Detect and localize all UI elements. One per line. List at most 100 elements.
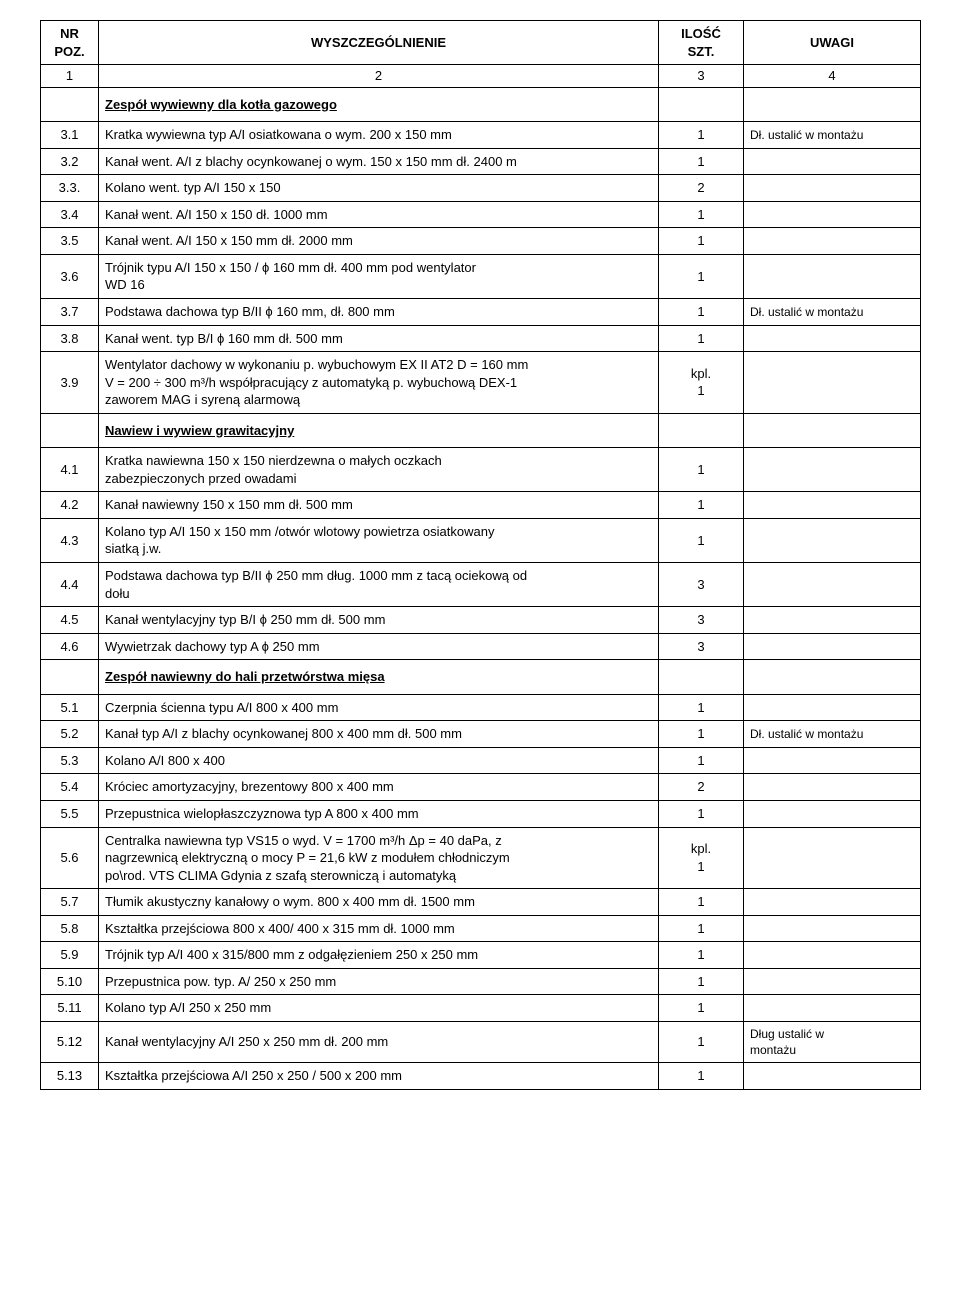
spec-table: NR POZ. WYSZCZEGÓLNIENIE ILOŚĆ SZT. UWAG… <box>40 20 921 1090</box>
cell-rem <box>744 518 921 562</box>
table-row: 4.4 Podstawa dachowa typ B/II ϕ 250 mm d… <box>41 563 921 607</box>
cell-qty: 1 <box>659 122 744 149</box>
cell-qty: 1 <box>659 800 744 827</box>
cell-nr: 3.6 <box>41 254 99 298</box>
table-row: 3.4 Kanał went. A/I 150 x 150 dł. 1000 m… <box>41 201 921 228</box>
cell-rem <box>744 325 921 352</box>
table-row: 3.3. Kolano went. typ A/I 150 x 150 2 <box>41 175 921 202</box>
section-blank <box>41 660 99 695</box>
section-row: Zespół wywiewny dla kotła gazowego <box>41 87 921 122</box>
cell-qty: 1 <box>659 228 744 255</box>
table-row: 5.10 Przepustnica pow. typ. A/ 250 x 250… <box>41 968 921 995</box>
section-blank <box>744 87 921 122</box>
cell-rem: Dł. ustalić w montażu <box>744 299 921 326</box>
table-row: 3.7 Podstawa dachowa typ B/II ϕ 160 mm, … <box>41 299 921 326</box>
cell-qty: 3 <box>659 607 744 634</box>
cell-desc: Trójnik typu A/I 150 x 150 / ϕ 160 mm dł… <box>99 254 659 298</box>
cell-desc: Trójnik typ A/I 400 x 315/800 mm z odgał… <box>99 942 659 969</box>
cell-rem <box>744 633 921 660</box>
cell-desc: Kolano A/I 800 x 400 <box>99 747 659 774</box>
cell-rem <box>744 563 921 607</box>
colnum-2: 2 <box>99 65 659 88</box>
cell-rem <box>744 774 921 801</box>
table-row: 5.7 Tłumik akustyczny kanałowy o wym. 80… <box>41 889 921 916</box>
table-row: 5.3 Kolano A/I 800 x 400 1 <box>41 747 921 774</box>
cell-rem <box>744 148 921 175</box>
table-row: 5.11 Kolano typ A/I 250 x 250 mm 1 <box>41 995 921 1022</box>
cell-desc: Kolano typ A/I 250 x 250 mm <box>99 995 659 1022</box>
section-title: Zespół wywiewny dla kotła gazowego <box>99 87 659 122</box>
cell-nr: 3.9 <box>41 352 99 414</box>
cell-qty: 1 <box>659 915 744 942</box>
cell-nr: 5.6 <box>41 827 99 889</box>
cell-qty: 1 <box>659 492 744 519</box>
col-header-rem: UWAGI <box>744 21 921 65</box>
cell-qty: 1 <box>659 1021 744 1062</box>
table-row: 3.8 Kanał went. typ B/I ϕ 160 mm dł. 500… <box>41 325 921 352</box>
table-row: 4.6 Wywietrzak dachowy typ A ϕ 250 mm 3 <box>41 633 921 660</box>
section-blank <box>659 413 744 448</box>
cell-nr: 5.7 <box>41 889 99 916</box>
cell-rem: Dł. ustalić w montażu <box>744 122 921 149</box>
cell-qty: 1 <box>659 968 744 995</box>
table-row: 4.3 Kolano typ A/I 150 x 150 mm /otwór w… <box>41 518 921 562</box>
cell-qty: 3 <box>659 563 744 607</box>
cell-qty: 1 <box>659 694 744 721</box>
section-blank <box>744 413 921 448</box>
cell-desc: Kanał nawiewny 150 x 150 mm dł. 500 mm <box>99 492 659 519</box>
table-row: 5.8 Kształtka przejściowa 800 x 400/ 400… <box>41 915 921 942</box>
cell-qty: 2 <box>659 175 744 202</box>
cell-nr: 4.6 <box>41 633 99 660</box>
cell-nr: 3.3. <box>41 175 99 202</box>
cell-qty: 1 <box>659 325 744 352</box>
cell-desc: Czerpnia ścienna typu A/I 800 x 400 mm <box>99 694 659 721</box>
cell-nr: 3.4 <box>41 201 99 228</box>
cell-nr: 3.2 <box>41 148 99 175</box>
cell-desc: Tłumik akustyczny kanałowy o wym. 800 x … <box>99 889 659 916</box>
cell-desc: Podstawa dachowa typ B/II ϕ 160 mm, dł. … <box>99 299 659 326</box>
cell-qty: 1 <box>659 995 744 1022</box>
section-row: Zespół nawiewny do hali przetwórstwa mię… <box>41 660 921 695</box>
table-row: 4.2 Kanał nawiewny 150 x 150 mm dł. 500 … <box>41 492 921 519</box>
cell-rem <box>744 607 921 634</box>
cell-desc: Kanał went. A/I z blachy ocynkowanej o w… <box>99 148 659 175</box>
cell-desc: Kanał wentylacyjny typ B/I ϕ 250 mm dł. … <box>99 607 659 634</box>
colnum-1: 1 <box>41 65 99 88</box>
section-blank <box>659 660 744 695</box>
table-header-row: NR POZ. WYSZCZEGÓLNIENIE ILOŚĆ SZT. UWAG… <box>41 21 921 65</box>
cell-desc: Przepustnica wielopłaszczyznowa typ A 80… <box>99 800 659 827</box>
col-header-qty: ILOŚĆ SZT. <box>659 21 744 65</box>
cell-nr: 4.5 <box>41 607 99 634</box>
cell-rem <box>744 175 921 202</box>
cell-nr: 3.8 <box>41 325 99 352</box>
cell-nr: 5.4 <box>41 774 99 801</box>
table-row: 4.5 Kanał wentylacyjny typ B/I ϕ 250 mm … <box>41 607 921 634</box>
cell-qty: 1 <box>659 721 744 748</box>
cell-nr: 3.7 <box>41 299 99 326</box>
cell-desc: Kształtka przejściowa 800 x 400/ 400 x 3… <box>99 915 659 942</box>
cell-desc: Kształtka przejściowa A/I 250 x 250 / 50… <box>99 1063 659 1090</box>
cell-desc: Kratka wywiewna typ A/I osiatkowana o wy… <box>99 122 659 149</box>
cell-qty: 1 <box>659 1063 744 1090</box>
cell-nr: 3.5 <box>41 228 99 255</box>
section-blank <box>744 660 921 695</box>
cell-nr: 3.1 <box>41 122 99 149</box>
cell-rem <box>744 800 921 827</box>
cell-rem <box>744 995 921 1022</box>
cell-rem <box>744 968 921 995</box>
table-row: 5.9 Trójnik typ A/I 400 x 315/800 mm z o… <box>41 942 921 969</box>
section-blank <box>41 413 99 448</box>
table-row: 3.9 Wentylator dachowy w wykonaniu p. wy… <box>41 352 921 414</box>
cell-qty: kpl. 1 <box>659 352 744 414</box>
cell-nr: 4.1 <box>41 448 99 492</box>
section-blank <box>659 87 744 122</box>
cell-nr: 5.10 <box>41 968 99 995</box>
cell-rem <box>744 694 921 721</box>
cell-desc: Kanał typ A/I z blachy ocynkowanej 800 x… <box>99 721 659 748</box>
cell-rem <box>744 492 921 519</box>
cell-desc: Kanał went. A/I 150 x 150 dł. 1000 mm <box>99 201 659 228</box>
col-header-desc: WYSZCZEGÓLNIENIE <box>99 21 659 65</box>
column-number-row: 1 2 3 4 <box>41 65 921 88</box>
colnum-4: 4 <box>744 65 921 88</box>
cell-qty: 1 <box>659 942 744 969</box>
